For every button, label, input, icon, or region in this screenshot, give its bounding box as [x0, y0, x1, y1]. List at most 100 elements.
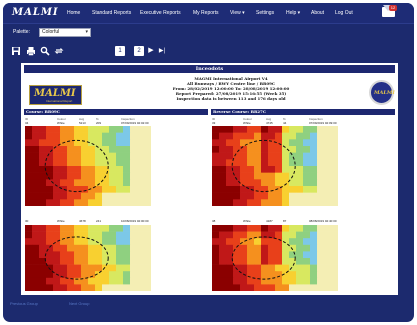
- heatmap-cell: [25, 186, 33, 193]
- heatmap-cell: [95, 264, 103, 272]
- next-group-link[interactable]: Next Group: [69, 301, 90, 306]
- heatmap-cell: [137, 251, 145, 259]
- heatmap-cell: [39, 172, 47, 180]
- app-logo[interactable]: MALMI: [12, 7, 59, 18]
- heatmap-cell: [81, 231, 89, 239]
- page-button-1[interactable]: 1: [115, 46, 125, 56]
- heatmap-cell: [219, 258, 227, 265]
- heatmap-cell: [102, 251, 110, 259]
- heatmap-cell: [102, 231, 110, 239]
- nav-standard-reports[interactable]: Standard Reports: [92, 10, 132, 16]
- heatmap-cell: [102, 271, 110, 279]
- nav-about[interactable]: About: [311, 10, 325, 16]
- heatmap-cell: [261, 277, 269, 285]
- heatmap-cell: [123, 238, 131, 246]
- heatmap-cell: [324, 126, 332, 133]
- heatmap-cell: [331, 172, 338, 180]
- heatmap-cell: [247, 231, 255, 239]
- heatmap-cell: [254, 271, 262, 279]
- heatmap-cell: [303, 277, 311, 285]
- heatmap-cell: [144, 186, 151, 193]
- heatmap-cell: [74, 251, 82, 259]
- heatmap-cell: [261, 192, 269, 200]
- heatmap-cell: [261, 172, 269, 180]
- heatmap-cell: [268, 258, 276, 265]
- report-logo-left-sub: International Report: [46, 99, 73, 103]
- col-header-avg: Avg: [79, 117, 85, 121]
- palette-select[interactable]: Colorful: [39, 28, 91, 37]
- nav-my-reports[interactable]: My Reports: [193, 10, 219, 16]
- heatmap-cell: [324, 159, 332, 167]
- heatmap-cell: [67, 172, 75, 180]
- heatmap-cell: [109, 251, 117, 259]
- heatmap-cell: [240, 238, 248, 246]
- col-header-inspection: Inspection: [309, 117, 323, 121]
- heatmap-cell: [324, 152, 332, 160]
- heatmap-cell: [81, 192, 89, 200]
- nav-help-menu[interactable]: Help ▾: [286, 10, 301, 16]
- heatmap-cell: [275, 166, 283, 173]
- heatmap-cell: [282, 271, 290, 279]
- mail-icon[interactable]: [382, 5, 395, 17]
- heatmap-cell: [46, 186, 54, 193]
- heatmap-cell: [240, 152, 248, 160]
- heatmap-cell: [109, 284, 117, 291]
- save-icon[interactable]: [11, 46, 21, 56]
- heatmap-cell: [46, 139, 54, 147]
- nav-executive-reports[interactable]: Executive Reports: [140, 10, 181, 16]
- nav-settings[interactable]: Settings: [256, 10, 275, 16]
- heatmap-cell: [81, 159, 89, 167]
- heatmap-cell: [303, 132, 311, 140]
- heatmap-cell: [81, 126, 89, 133]
- heatmap-cell: [254, 264, 262, 272]
- nav-view-menu[interactable]: View ▾: [230, 10, 245, 16]
- print-icon[interactable]: [26, 46, 36, 56]
- heatmap-cell: [46, 238, 54, 246]
- heatmap-cell: [32, 192, 40, 200]
- heatmap-cell: [53, 244, 61, 252]
- heatmap-cell: [310, 166, 318, 173]
- heatmap-cell: [226, 258, 234, 265]
- heatmap-cell: [254, 152, 262, 160]
- heatmap-cell: [32, 146, 40, 153]
- heatmap-cell: [144, 231, 151, 239]
- heatmap-cell: [60, 231, 68, 239]
- heatmap-cell: [60, 146, 68, 153]
- last-page-icon[interactable]: ▶|: [158, 48, 166, 54]
- heatmap-cell: [233, 192, 241, 200]
- heatmap-cell: [25, 284, 33, 291]
- heatmap-cell: [74, 132, 82, 140]
- heatmap-cell: [74, 192, 82, 200]
- heatmap-cell: [226, 179, 234, 187]
- heatmap-cell: [123, 271, 131, 279]
- next-page-icon[interactable]: ▶: [148, 47, 154, 54]
- previous-group-link[interactable]: Previous Group: [10, 301, 38, 306]
- search-icon[interactable]: [40, 46, 50, 56]
- touchdown-zone-outline: [44, 139, 109, 193]
- heatmap-cell: [275, 231, 283, 239]
- heatmap-cell: [324, 244, 332, 252]
- heatmap-cell: [53, 146, 61, 153]
- nav-home[interactable]: Home: [67, 10, 81, 16]
- refresh-icon[interactable]: [54, 46, 64, 56]
- heatmap-row2-left: [25, 225, 151, 291]
- heatmap-cell: [289, 139, 297, 147]
- heatmap-cell: [247, 166, 255, 173]
- page-button-2[interactable]: 2: [134, 46, 144, 56]
- nav-logout[interactable]: Log Out: [335, 10, 353, 16]
- heatmap-cell: [324, 225, 332, 232]
- heatmap-cell: [88, 284, 96, 291]
- heatmap-cell: [282, 186, 290, 193]
- heatmap-cell: [53, 132, 61, 140]
- heatmap-cell: [67, 192, 75, 200]
- heatmap-cell: [254, 146, 262, 153]
- heatmap-cell: [331, 139, 338, 147]
- heatmap-cell: [102, 225, 110, 232]
- heatmap-cell: [331, 258, 338, 265]
- heatmap-cell: [282, 132, 290, 140]
- heatmap-cell: [137, 132, 145, 140]
- heatmap-cell: [102, 126, 110, 133]
- heatmap-cell: [53, 139, 61, 147]
- heatmap-cell: [240, 251, 248, 259]
- heatmap-row1-left: [25, 126, 151, 206]
